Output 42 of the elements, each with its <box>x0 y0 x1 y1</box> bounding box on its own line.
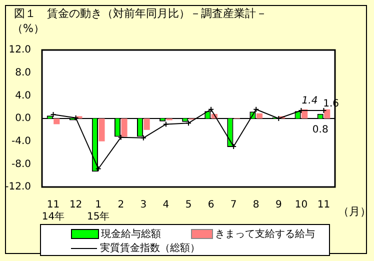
bar <box>324 109 330 118</box>
y-tick-label: -12.0 <box>5 182 31 193</box>
x-tick-label: 11 <box>317 200 330 211</box>
legend-label: きまって支給する給与 <box>215 228 315 241</box>
y-axis-title: （%） <box>12 21 44 36</box>
data-label: 0.8 <box>312 124 328 136</box>
point <box>253 106 260 112</box>
x-tick-label: 6 <box>208 200 214 211</box>
point <box>118 134 124 140</box>
x-tick-label: 4 <box>162 200 170 211</box>
x-tick-label: 2 <box>118 200 124 211</box>
x-tick-label: 12 <box>69 200 82 211</box>
point <box>276 116 282 122</box>
y-tick-label: -4.0 <box>11 136 31 147</box>
point <box>140 134 146 141</box>
x-tick-label: 11 14年 <box>42 200 65 223</box>
x-tick-label: 1 15年 <box>86 200 110 223</box>
x-tick-label: 7 <box>230 200 237 211</box>
data-label: 1.4 <box>302 96 318 107</box>
point <box>208 106 214 112</box>
point <box>186 120 192 126</box>
bar <box>54 118 60 124</box>
bar <box>98 118 105 142</box>
y-tick-label: -8.0 <box>11 158 31 170</box>
point <box>95 166 102 172</box>
x-tick-label: 3 <box>140 200 147 211</box>
point <box>162 121 169 128</box>
y-tick-label: 12.0 <box>8 44 31 56</box>
chart-title: 図１ 賃金の動き（対前年同月比）－調査産業計－ <box>14 6 267 21</box>
bar <box>121 118 128 137</box>
y-tick-label: 0.0 <box>15 113 31 124</box>
legend-label: 現金給与総額 <box>101 228 161 241</box>
y-tick-label: 4.0 <box>15 90 31 102</box>
x-tick-label: 8 <box>252 200 260 211</box>
x-tick-label: 5 <box>185 200 192 211</box>
x-axis-title: （月） <box>338 204 371 219</box>
y-tick-label: 8.0 <box>15 67 31 78</box>
x-tick-label: 9 <box>275 200 282 211</box>
bar <box>256 113 263 118</box>
legend-label: 実質賃金指数（総額） <box>100 242 200 255</box>
x-tick-label: 10 <box>294 200 308 211</box>
bar <box>144 118 150 130</box>
